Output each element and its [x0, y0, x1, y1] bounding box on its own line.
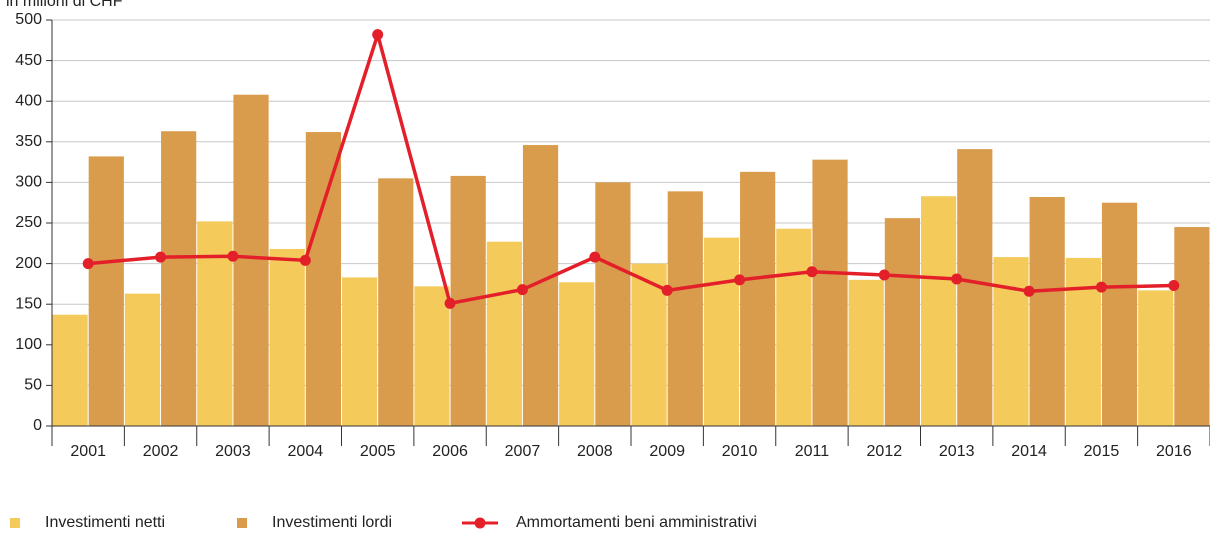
y-axis-label: in milioni di CHF [6, 0, 123, 10]
legend-swatch [237, 518, 247, 528]
legend-label: Investimenti netti [45, 514, 165, 531]
bar [269, 248, 305, 426]
point [734, 274, 746, 286]
bar [812, 159, 848, 426]
x-tick-label: 2011 [795, 443, 830, 460]
bar [667, 191, 703, 426]
legend-swatch [10, 518, 20, 528]
y-tick-label: 300 [15, 174, 42, 191]
x-tick-label: 2014 [1011, 443, 1047, 460]
point [1095, 281, 1107, 293]
y-tick-label: 350 [15, 133, 42, 150]
bar [52, 314, 88, 426]
bar [88, 156, 124, 426]
point [372, 29, 384, 41]
bar [124, 293, 161, 426]
x-tick-label: 2007 [505, 443, 541, 460]
point [516, 284, 528, 296]
x-tick-label: 2013 [939, 443, 975, 460]
bar [233, 94, 269, 426]
line [88, 28, 1174, 306]
x-tick-label: 2006 [432, 443, 468, 460]
bar [1065, 257, 1101, 426]
point [227, 250, 239, 262]
point [299, 254, 311, 266]
point [661, 284, 673, 296]
bar [703, 237, 740, 426]
point [1023, 285, 1035, 297]
x-tick-label: 2016 [1156, 443, 1192, 460]
y-tick-label: 400 [15, 92, 42, 109]
x-tick-label: 2012 [867, 443, 903, 460]
point [589, 251, 601, 263]
bar [414, 286, 450, 426]
x-tick-label: 2015 [1084, 443, 1120, 460]
bar [595, 182, 631, 426]
y-tick-label: 250 [15, 214, 42, 231]
bar [740, 171, 776, 426]
bar [1029, 197, 1065, 426]
bar [1101, 202, 1138, 426]
x-tick-label: 2002 [143, 443, 179, 460]
bar [776, 228, 812, 426]
x-tick-label: 2004 [288, 443, 324, 460]
legend-label: Ammortamenti beni amministrativi [516, 514, 757, 531]
bar [1138, 290, 1174, 426]
x-tick-label: 2009 [649, 443, 685, 460]
x-tick-label: 2005 [360, 443, 396, 460]
bar [993, 257, 1029, 426]
bar [342, 277, 378, 426]
bar [1174, 227, 1210, 426]
y-tick-label: 500 [15, 11, 42, 28]
legend-marker [474, 517, 486, 529]
point [878, 269, 890, 281]
bar [848, 279, 884, 426]
y-tick-label: 200 [15, 255, 42, 272]
bar [631, 263, 667, 426]
bar [378, 178, 414, 426]
y-tick-label: 0 [33, 417, 42, 434]
point [444, 297, 456, 309]
y-tick-label: 150 [15, 295, 42, 312]
y-tick-label: 450 [15, 52, 42, 69]
y-tick-label: 50 [24, 377, 42, 394]
bar [921, 196, 957, 426]
point [82, 258, 94, 270]
x-tick-label: 2003 [215, 443, 251, 460]
bar [884, 218, 920, 426]
bar [305, 132, 341, 426]
legend-label: Investimenti lordi [272, 514, 392, 531]
bar [197, 221, 233, 426]
bar [957, 149, 993, 426]
bar [486, 241, 522, 426]
point [1168, 280, 1180, 292]
x-tick-label: 2008 [577, 443, 613, 460]
point [806, 266, 818, 278]
bar [559, 282, 595, 426]
bar [161, 131, 197, 426]
point [951, 273, 963, 285]
x-tick-label: 2010 [722, 443, 758, 460]
point [155, 251, 167, 263]
y-tick-label: 100 [15, 336, 42, 353]
x-tick-label: 2001 [70, 443, 106, 460]
